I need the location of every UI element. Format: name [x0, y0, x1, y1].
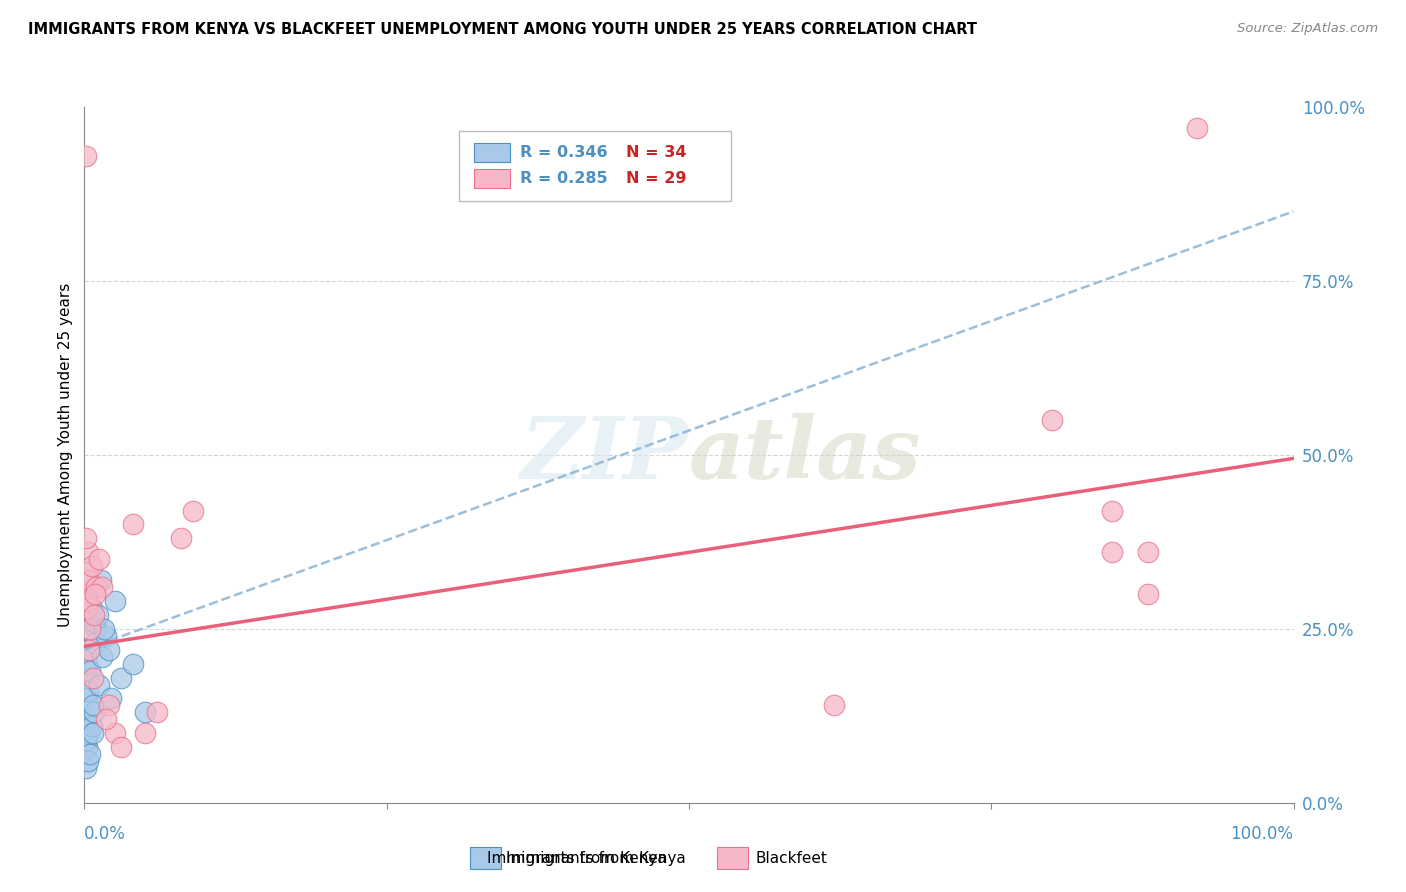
Point: [134, 726, 156, 740]
Point: [1137, 545, 1160, 559]
Text: Immigrants from Kenya: Immigrants from Kenya: [506, 851, 686, 865]
Point: [87, 677, 110, 691]
Point: [1101, 503, 1123, 517]
Point: [82, 671, 104, 685]
Point: [79, 622, 101, 636]
Point: [76, 657, 98, 671]
Point: [121, 517, 143, 532]
Point: [146, 706, 169, 720]
Point: [77, 573, 100, 587]
Text: Blackfeet: Blackfeet: [755, 851, 827, 865]
Text: IMMIGRANTS FROM KENYA VS BLACKFEET UNEMPLOYMENT AMONG YOUTH UNDER 25 YEARS CORRE: IMMIGRANTS FROM KENYA VS BLACKFEET UNEMP…: [28, 22, 977, 37]
Text: N = 29: N = 29: [626, 171, 686, 186]
Text: Immigrants from Kenya: Immigrants from Kenya: [486, 851, 666, 865]
Point: [94, 712, 117, 726]
Point: [1040, 413, 1063, 427]
Point: [104, 594, 127, 608]
Point: [84, 587, 107, 601]
Point: [83, 706, 105, 720]
Point: [87, 552, 110, 566]
Text: R = 0.285: R = 0.285: [520, 171, 607, 186]
FancyBboxPatch shape: [460, 131, 731, 201]
Point: [91, 580, 114, 594]
Point: [93, 622, 115, 636]
Point: [77, 587, 100, 601]
Point: [91, 649, 114, 664]
Point: [79, 747, 101, 761]
Point: [75, 733, 97, 747]
Point: [90, 573, 112, 587]
Point: [121, 657, 143, 671]
Point: [86, 580, 108, 594]
Point: [75, 761, 97, 775]
Point: [76, 740, 98, 755]
Point: [110, 740, 132, 755]
Point: [1137, 587, 1160, 601]
Text: 100.0%: 100.0%: [1230, 825, 1294, 843]
Point: [104, 726, 127, 740]
Point: [77, 594, 100, 608]
Point: [97, 642, 120, 657]
Bar: [474, 143, 510, 162]
Point: [77, 545, 100, 559]
Point: [86, 607, 108, 622]
Point: [82, 698, 104, 713]
Point: [823, 698, 845, 713]
Point: [79, 664, 101, 678]
Point: [1185, 120, 1208, 135]
Point: [76, 566, 98, 581]
Text: 0.0%: 0.0%: [84, 825, 127, 843]
Y-axis label: Unemployment Among Youth under 25 years: Unemployment Among Youth under 25 years: [58, 283, 73, 627]
Point: [75, 149, 97, 163]
Bar: [470, 847, 501, 869]
Point: [181, 503, 204, 517]
Point: [77, 754, 100, 768]
Point: [83, 615, 105, 629]
Point: [134, 706, 156, 720]
Point: [77, 642, 100, 657]
Bar: [717, 847, 748, 869]
Point: [80, 559, 103, 574]
Point: [77, 642, 100, 657]
Point: [84, 636, 107, 650]
Point: [100, 691, 122, 706]
Point: [76, 691, 98, 706]
Point: [80, 601, 103, 615]
Point: [97, 698, 120, 713]
Point: [86, 622, 108, 636]
Point: [170, 532, 193, 546]
Point: [75, 532, 97, 546]
Point: [77, 684, 100, 698]
Bar: [474, 169, 510, 188]
Point: [77, 671, 100, 685]
Text: ZIP: ZIP: [522, 413, 689, 497]
Point: [75, 587, 97, 601]
Point: [82, 726, 104, 740]
Point: [80, 719, 103, 733]
Point: [83, 607, 105, 622]
Point: [94, 629, 117, 643]
Point: [1101, 545, 1123, 559]
Point: [75, 712, 97, 726]
Point: [76, 601, 98, 615]
Text: R = 0.346: R = 0.346: [520, 145, 607, 160]
Text: atlas: atlas: [689, 413, 921, 497]
Text: Source: ZipAtlas.com: Source: ZipAtlas.com: [1237, 22, 1378, 36]
Text: N = 34: N = 34: [626, 145, 686, 160]
Point: [110, 671, 132, 685]
Point: [77, 726, 100, 740]
